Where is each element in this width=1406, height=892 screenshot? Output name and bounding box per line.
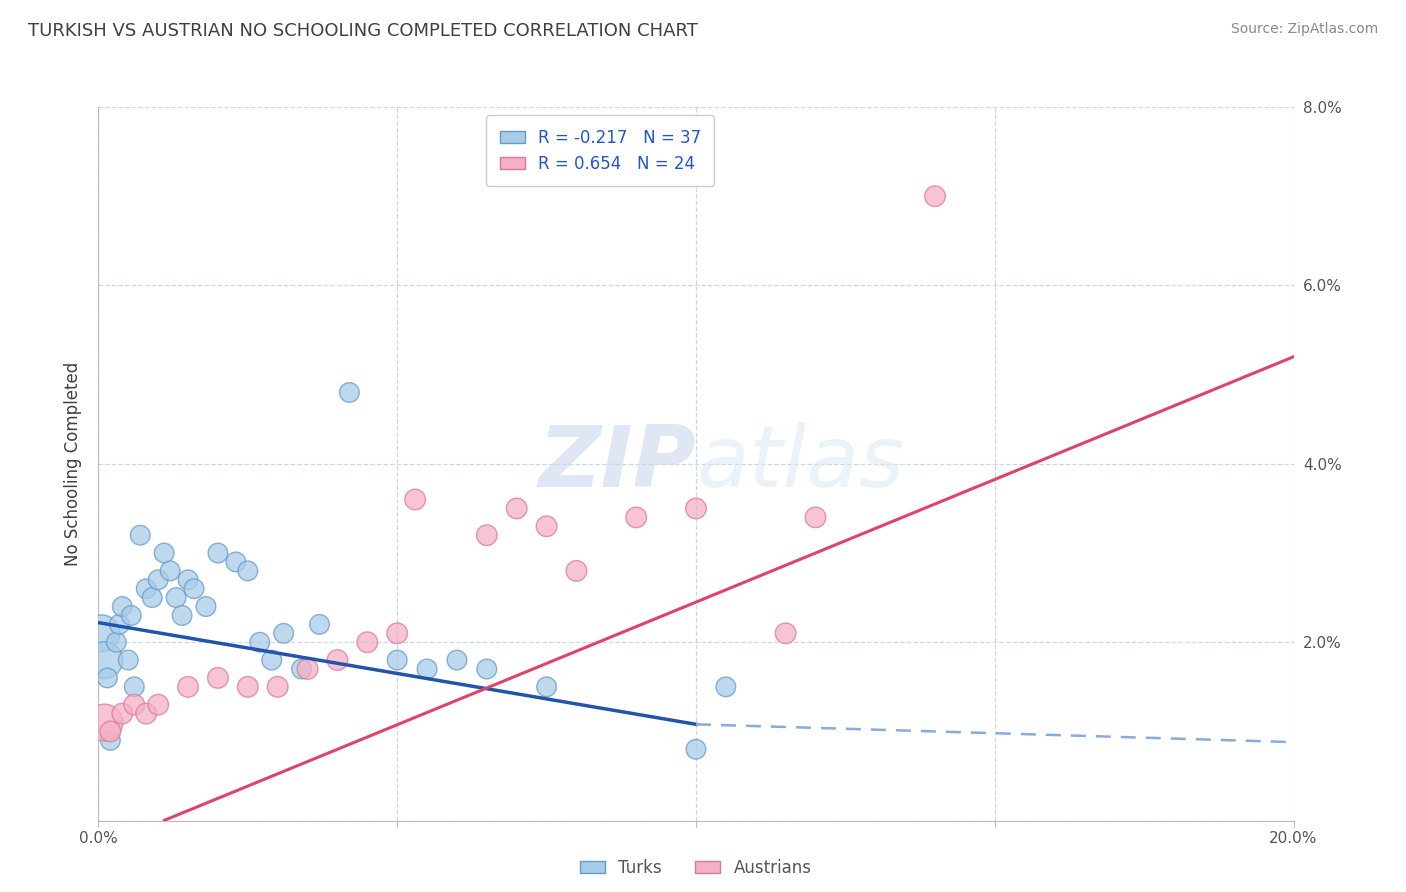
Text: atlas: atlas <box>696 422 904 506</box>
Point <box>183 582 205 596</box>
Point <box>356 635 378 649</box>
Point <box>475 662 498 676</box>
Point <box>111 706 134 721</box>
Point <box>141 591 163 605</box>
Point <box>536 680 558 694</box>
Point <box>129 528 152 542</box>
Point <box>385 653 409 667</box>
Point <box>385 626 409 640</box>
Point <box>236 680 259 694</box>
Point <box>117 653 139 667</box>
Point <box>685 742 707 756</box>
Point <box>446 653 468 667</box>
Point <box>96 671 118 685</box>
Point <box>339 385 360 400</box>
Point <box>135 706 157 721</box>
Y-axis label: No Schooling Completed: No Schooling Completed <box>65 362 83 566</box>
Point <box>177 573 200 587</box>
Point <box>404 492 426 507</box>
Point <box>273 626 295 640</box>
Point <box>536 519 558 533</box>
Point <box>267 680 290 694</box>
Point <box>804 510 827 524</box>
Point <box>93 653 115 667</box>
Point <box>172 608 194 623</box>
Point <box>249 635 271 649</box>
Point <box>148 698 170 712</box>
Point <box>297 662 319 676</box>
Point <box>236 564 259 578</box>
Point <box>626 510 648 524</box>
Point <box>207 546 229 560</box>
Point <box>100 724 122 739</box>
Point <box>225 555 247 569</box>
Point <box>148 573 170 587</box>
Point <box>135 582 157 596</box>
Text: TURKISH VS AUSTRIAN NO SCHOOLING COMPLETED CORRELATION CHART: TURKISH VS AUSTRIAN NO SCHOOLING COMPLET… <box>28 22 697 40</box>
Point <box>475 528 498 542</box>
Point <box>565 564 588 578</box>
Legend: Turks, Austrians: Turks, Austrians <box>574 853 818 884</box>
Point <box>93 715 115 730</box>
Text: ZIP: ZIP <box>538 422 696 506</box>
Point <box>924 189 946 203</box>
Point <box>685 501 707 516</box>
Point <box>714 680 737 694</box>
Point <box>775 626 797 640</box>
Point <box>165 591 187 605</box>
Point <box>290 662 312 676</box>
Point <box>308 617 330 632</box>
Point <box>159 564 181 578</box>
Point <box>100 733 122 747</box>
Point <box>260 653 283 667</box>
Point <box>120 608 142 623</box>
Point <box>207 671 229 685</box>
Point <box>105 635 128 649</box>
Point <box>506 501 529 516</box>
Point <box>111 599 134 614</box>
Point <box>124 680 146 694</box>
Point <box>124 698 146 712</box>
Point <box>416 662 439 676</box>
Text: Source: ZipAtlas.com: Source: ZipAtlas.com <box>1230 22 1378 37</box>
Point <box>153 546 176 560</box>
Point <box>195 599 218 614</box>
Point <box>108 617 131 632</box>
Point <box>90 626 112 640</box>
Point <box>177 680 200 694</box>
Point <box>326 653 349 667</box>
